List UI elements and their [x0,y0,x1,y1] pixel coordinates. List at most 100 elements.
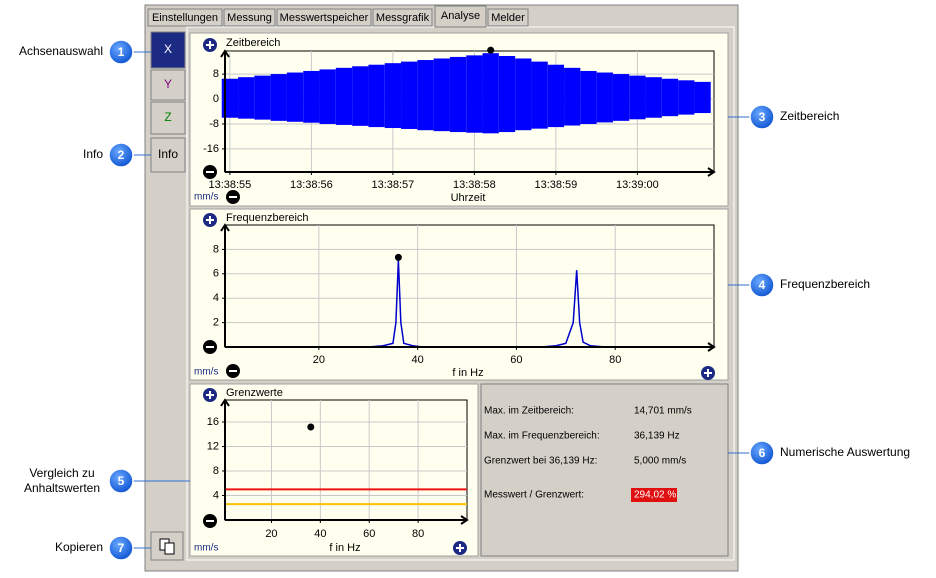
signal-envelope [449,56,467,133]
chart-title: Zeitbereich [226,37,280,49]
axis-button[interactable] [150,137,186,173]
eval-label: Messwert / Grenzwert: [484,490,584,501]
x-tick-label: 80 [412,528,424,540]
signal-envelope [629,75,646,120]
signal-envelope [238,77,255,119]
x-tick-label: 80 [609,354,621,366]
chart-title: Frequenzbereich [226,212,309,224]
max-marker [394,253,402,261]
tab[interactable] [434,5,487,28]
y-tick-label: 4 [213,292,219,304]
signal-envelope [254,75,271,120]
tab-label: Messgrafik [376,12,430,24]
icon-glyph [206,391,214,399]
axis-arrow [220,398,469,525]
tab-label: Messwertspeicher [280,12,369,24]
y-tick-label: 12 [207,440,219,452]
axis-button-label: Info [158,147,178,161]
signal-envelope [596,72,613,123]
y-tick-label: 8 [213,465,219,477]
eval-label: Max. im Frequenzbereich: [484,431,600,442]
callout-number: 6 [759,446,766,460]
tab[interactable] [147,8,223,27]
signal-envelope [466,55,483,133]
eval-value: 5,000 mm/s [634,456,686,467]
callout-number: 5 [118,474,125,488]
eval-value: 36,139 Hz [634,431,680,442]
tab[interactable] [223,8,276,27]
y-tick-label: 6 [213,268,219,280]
x-axis-label: Uhrzeit [451,192,486,204]
icon-glyph [456,544,464,552]
axis-button-label: X [164,42,172,56]
tab[interactable] [372,8,433,27]
x-tick-label: 13:38:58 [453,179,496,191]
copy-icon [164,542,175,555]
y-unit: mm/s [194,367,218,378]
y-tick-label: 2 [213,317,219,329]
signal-envelope [384,63,402,129]
x-tick-label: 20 [313,354,325,366]
y-tick-label: 0 [213,93,219,105]
signal-envelope [368,64,385,128]
tab[interactable] [487,8,529,27]
signal-envelope [694,81,711,114]
tab-label: Einstellungen [152,12,218,24]
y-unit: mm/s [194,543,218,554]
x-tick-label: 60 [510,354,522,366]
axis-arrow [220,49,716,177]
x-tick-label: 13:38:59 [534,179,577,191]
axis-button-label: Y [164,77,172,91]
signal-envelope [270,74,287,121]
callout-badge [108,535,134,561]
x-tick-label: 13:38:57 [371,179,414,191]
callout-label: Info [83,147,103,161]
callout-number: 7 [118,541,125,555]
callout-label: Frequenzbereich [780,277,870,291]
x-tick-label: 13:39:00 [616,179,659,191]
signal-envelope [319,69,336,124]
y-tick-label: 8 [213,68,219,80]
plot-area [224,399,468,521]
tab-label: Messung [227,12,272,24]
callout-label: Numerische Auswertung [780,445,910,459]
callout-number: 3 [759,110,766,124]
signal-envelope [286,72,304,122]
tab[interactable] [276,8,372,27]
signal-envelope [612,74,630,121]
y-tick-label: -8 [209,118,219,130]
callout-badge [749,104,775,130]
plot-area [224,224,715,348]
eval-value: 294,02 % [634,490,676,501]
axis-button[interactable] [150,69,186,101]
ratio-highlight [631,488,677,502]
x-tick-label: 13:38:55 [208,179,251,191]
x-tick-label: 13:38:56 [290,179,333,191]
callout-label: Achsenauswahl [19,44,103,58]
y-tick-label: -16 [203,143,219,155]
axis-button[interactable] [150,31,186,69]
y-tick-label: 8 [213,243,219,255]
evaluation-panel [480,383,729,557]
tab-label: Melder [491,12,525,24]
signal-envelope [531,61,548,129]
icon-glyph [206,41,214,49]
x-tick-label: 60 [363,528,375,540]
callout-badge [749,272,775,298]
axis-button[interactable] [150,101,186,135]
callout-number: 2 [118,148,125,162]
signal-envelope [433,58,450,132]
callout-badge [108,468,134,494]
signal-envelope [547,64,565,128]
callout-label: Zeitbereich [780,109,839,123]
signal-envelope [417,60,434,131]
signal-envelope [678,80,695,115]
x-tick-label: 20 [265,528,277,540]
callout-label: Vergleich zu Anhaltswerten [24,466,100,495]
y-unit: mm/s [194,192,218,203]
signal-envelope [564,67,581,126]
x-axis-label: f in Hz [329,542,360,554]
eval-value: 14,701 mm/s [634,406,692,417]
signal-envelope [401,61,418,129]
callout-number: 1 [118,45,125,59]
